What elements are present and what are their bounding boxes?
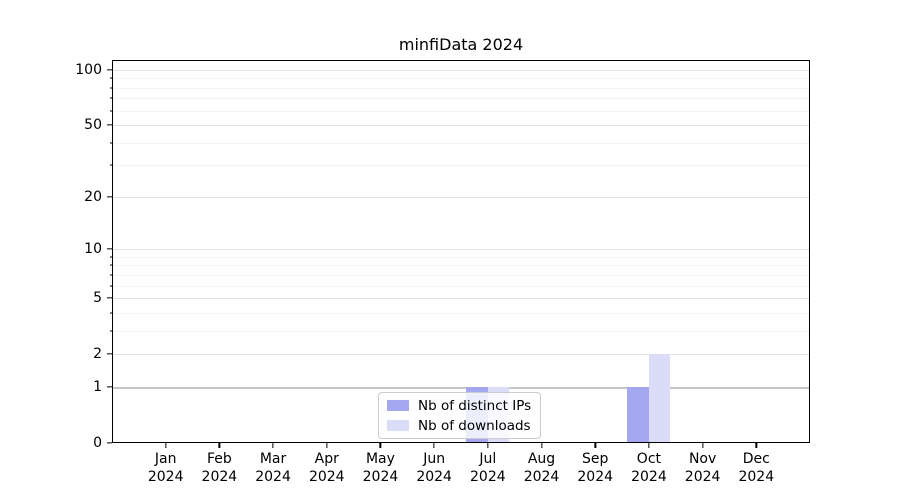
y-tick-mark-0 <box>107 442 112 444</box>
y-tick-label-50: 50 <box>84 117 102 134</box>
gridline-minor-30 <box>113 165 809 167</box>
gridline-major-2 <box>113 354 809 356</box>
gridline-minor-90 <box>113 78 809 80</box>
x-tick-label-jan: Jan 2024 <box>147 451 184 485</box>
x-tick-label-apr: Apr 2024 <box>308 451 345 485</box>
gridline-major-10 <box>113 249 809 251</box>
y-minor-tick-mark-40 <box>109 142 112 144</box>
y-minor-tick-mark-7 <box>109 274 112 276</box>
y-minor-tick-mark-3 <box>109 330 112 332</box>
y-tick-label-1: 1 <box>93 378 102 395</box>
bar-distinct-ips-oct <box>627 386 649 442</box>
y-minor-tick-mark-90 <box>109 77 112 79</box>
gridline-minor-70 <box>113 98 809 100</box>
x-tick-mark-feb <box>218 443 221 448</box>
gridline-minor-6 <box>113 285 809 287</box>
y-tick-label-20: 20 <box>84 188 102 205</box>
y-minor-tick-mark-80 <box>109 87 112 89</box>
bar-downloads-oct <box>648 354 671 442</box>
x-tick-mark-mar <box>272 443 274 448</box>
y-minor-tick-mark-9 <box>109 256 112 258</box>
gridline-minor-3 <box>113 330 809 332</box>
y-minor-tick-mark-8 <box>109 264 112 266</box>
y-tick-label-2: 2 <box>93 346 102 363</box>
legend-item-distinct-ips: Nb of distinct IPs <box>387 397 531 414</box>
legend: Nb of distinct IPs Nb of downloads <box>378 392 542 439</box>
y-tick-mark-100 <box>107 69 112 71</box>
gridline-major-20 <box>113 196 809 198</box>
y-tick-label-10: 10 <box>84 241 102 258</box>
x-tick-label-jun: Jun 2024 <box>416 451 452 485</box>
y-tick-mark-20 <box>107 196 112 198</box>
gridline-minor-60 <box>113 110 809 112</box>
legend-swatch-distinct-ips-icon <box>387 400 409 411</box>
x-tick-mark-apr <box>326 443 328 448</box>
gridline-minor-40 <box>113 142 809 144</box>
y-minor-tick-mark-6 <box>109 285 112 287</box>
gridline-minor-4 <box>113 312 809 314</box>
y-minor-tick-mark-70 <box>109 97 112 99</box>
legend-item-downloads: Nb of downloads <box>387 417 531 434</box>
gridline-major-5 <box>113 298 809 300</box>
x-tick-mark-jan <box>165 443 167 448</box>
y-tick-label-5: 5 <box>93 290 102 307</box>
legend-swatch-downloads-icon <box>387 420 409 431</box>
y-tick-label-100: 100 <box>75 61 102 78</box>
gridline-minor-7 <box>113 274 809 276</box>
y-tick-mark-1 <box>107 386 112 388</box>
gridline-minor-9 <box>113 256 809 258</box>
gridline-minor-80 <box>113 87 809 89</box>
y-tick-mark-10 <box>107 248 112 250</box>
x-tick-mark-sep <box>594 443 596 448</box>
plot-area <box>113 61 809 442</box>
y-minor-tick-mark-60 <box>109 110 112 112</box>
chart-title: minfiData 2024 <box>398 35 524 54</box>
gridline-minor-8 <box>113 265 809 267</box>
legend-label-distinct-ips: Nb of distinct IPs <box>418 397 532 414</box>
x-tick-mark-dec <box>755 443 757 448</box>
y-tick-mark-5 <box>107 297 112 299</box>
gridline-major-1 <box>113 386 809 389</box>
x-tick-label-may: May 2024 <box>362 451 399 485</box>
x-tick-mark-aug <box>540 443 543 448</box>
x-tick-label-mar: Mar 2024 <box>255 451 291 485</box>
x-tick-label-feb: Feb 2024 <box>201 451 238 485</box>
x-tick-label-nov: Nov 2024 <box>684 451 721 485</box>
x-tick-mark-may <box>379 443 382 448</box>
y-tick-mark-2 <box>107 353 112 355</box>
x-tick-mark-jul <box>487 443 489 448</box>
y-tick-mark-50 <box>107 124 112 126</box>
x-tick-label-aug: Aug 2024 <box>523 451 560 485</box>
y-minor-tick-mark-30 <box>109 164 112 166</box>
x-tick-label-dec: Dec 2024 <box>738 451 775 485</box>
x-tick-label-sep: Sep 2024 <box>577 451 614 485</box>
x-tick-label-oct: Oct 2024 <box>631 451 667 485</box>
gridline-major-100 <box>113 69 809 71</box>
x-tick-mark-nov <box>701 443 704 448</box>
x-tick-mark-oct <box>648 443 650 448</box>
x-tick-label-jul: Jul 2024 <box>470 451 506 485</box>
x-tick-mark-jun <box>433 443 435 448</box>
gridline-major-50 <box>113 125 809 127</box>
y-tick-label-0: 0 <box>93 435 102 451</box>
legend-label-downloads: Nb of downloads <box>418 417 531 434</box>
y-minor-tick-mark-4 <box>109 312 112 314</box>
